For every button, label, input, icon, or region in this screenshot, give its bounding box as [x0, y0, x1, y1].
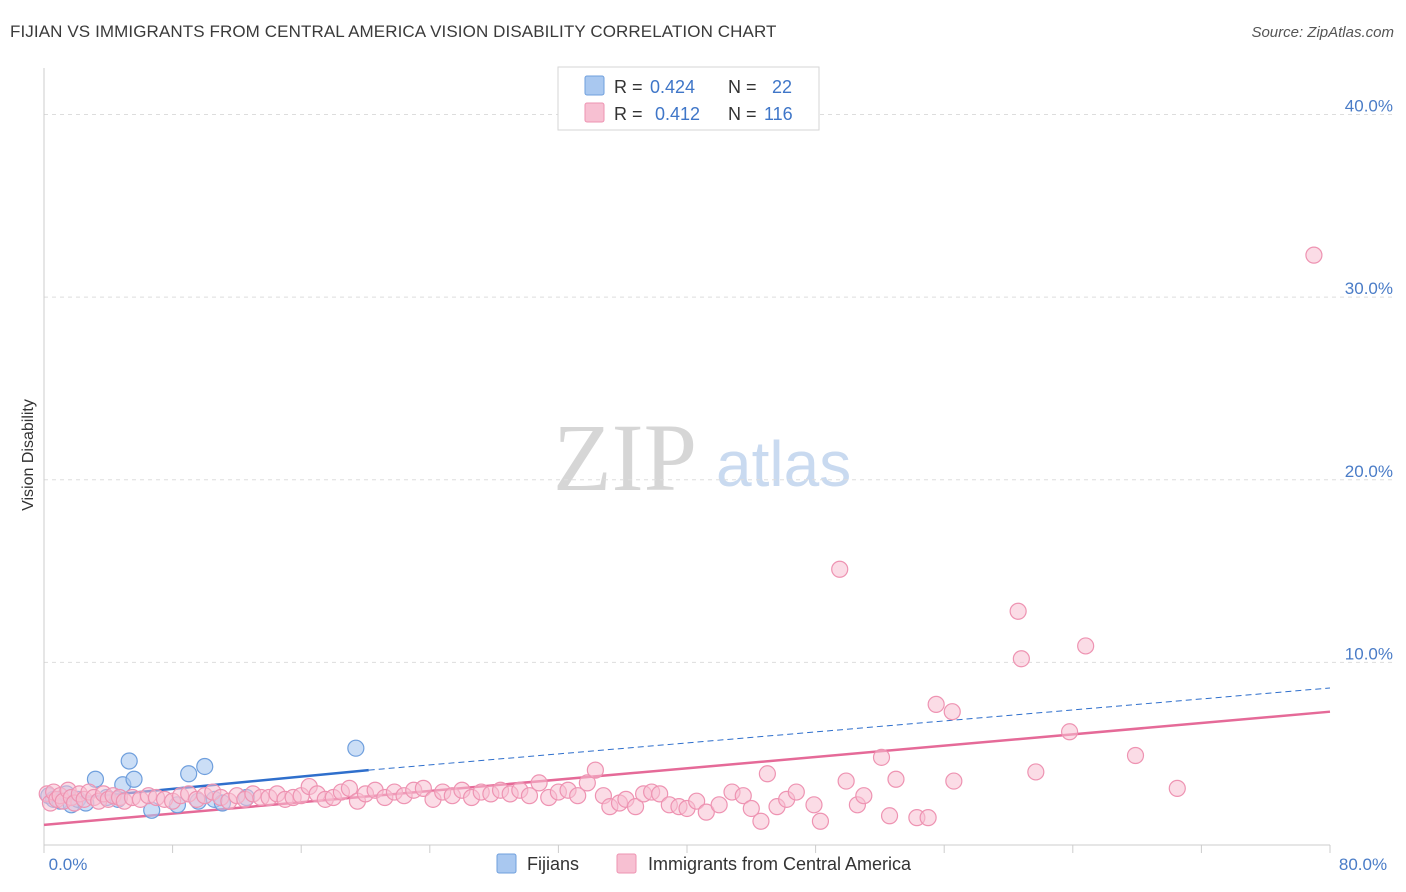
data-point-immigrants[interactable]: [1168, 779, 1186, 797]
stats-r-label-immigrants: R =: [614, 104, 643, 124]
y-tick-label-40: 40.0%: [1345, 97, 1393, 116]
x-tick-label-min: 0.0%: [49, 855, 88, 874]
legend-label-immigrants: Immigrants from Central America: [648, 854, 912, 874]
data-point-immigrants[interactable]: [927, 695, 945, 713]
data-point-fijians[interactable]: [196, 757, 214, 776]
stats-r-label-fijians: R =: [614, 77, 643, 97]
data-point-immigrants[interactable]: [626, 798, 645, 816]
data-point-fijians[interactable]: [180, 765, 198, 783]
data-point-immigrants[interactable]: [752, 812, 770, 830]
data-point-immigrants[interactable]: [837, 772, 855, 790]
data-point-immigrants[interactable]: [787, 783, 805, 801]
data-point-fijians[interactable]: [125, 770, 143, 788]
legend: Fijians Immigrants from Central America: [496, 853, 912, 874]
data-point-immigrants[interactable]: [697, 803, 715, 821]
data-point-immigrants[interactable]: [1012, 650, 1030, 668]
data-point-immigrants[interactable]: [919, 809, 937, 827]
trendline-fijians-extension: [368, 687, 1331, 771]
trendline-immigrants: [43, 710, 1331, 827]
data-point-immigrants[interactable]: [1305, 246, 1323, 264]
data-point-immigrants[interactable]: [710, 796, 728, 814]
stats-r-value-immigrants: 0.412: [655, 104, 700, 124]
y-tick-label-10: 10.0%: [1345, 644, 1393, 663]
watermark-zip: ZIP: [553, 404, 697, 511]
data-point-immigrants[interactable]: [945, 772, 963, 790]
data-point-immigrants[interactable]: [734, 787, 752, 805]
data-point-immigrants[interactable]: [530, 774, 548, 792]
stats-n-label-fijians: N =: [728, 77, 757, 97]
data-point-immigrants[interactable]: [1126, 746, 1145, 765]
legend-swatch-fijians: [496, 853, 517, 874]
data-point-immigrants[interactable]: [872, 748, 891, 766]
watermark-atlas: atlas: [716, 428, 851, 500]
data-point-immigrants[interactable]: [651, 785, 669, 803]
data-point-immigrants[interactable]: [414, 779, 432, 797]
data-point-fijians[interactable]: [347, 739, 365, 757]
data-point-immigrants[interactable]: [805, 796, 823, 814]
data-point-immigrants[interactable]: [1009, 602, 1027, 620]
stats-swatch-immigrants: [584, 102, 605, 123]
data-point-immigrants[interactable]: [811, 812, 830, 830]
data-point-immigrants[interactable]: [578, 774, 596, 792]
source-label: Source: ZipAtlas.com: [1251, 24, 1394, 41]
stats-box: R = 0.424 N = 22 R = 0.412 N = 116: [557, 66, 820, 131]
data-point-immigrants[interactable]: [943, 703, 961, 721]
data-point-immigrants[interactable]: [1077, 637, 1095, 655]
legend-item-immigrants[interactable]: Immigrants from Central America: [616, 853, 912, 874]
y-axis-label: Vision Disability: [20, 399, 37, 511]
data-point-immigrants[interactable]: [688, 792, 706, 810]
data-point-immigrants[interactable]: [887, 770, 905, 788]
data-point-immigrants[interactable]: [831, 560, 849, 578]
data-point-immigrants[interactable]: [586, 761, 604, 779]
stats-n-label-immigrants: N =: [728, 104, 757, 124]
chart-title: FIJIAN VS IMMIGRANTS FROM CENTRAL AMERIC…: [10, 22, 777, 41]
data-point-immigrants[interactable]: [742, 799, 760, 818]
data-point-immigrants[interactable]: [1027, 763, 1045, 781]
legend-label-fijians: Fijians: [527, 854, 579, 874]
data-point-fijians[interactable]: [120, 752, 138, 770]
data-point-immigrants[interactable]: [855, 787, 873, 805]
legend-item-fijians[interactable]: Fijians: [496, 853, 579, 874]
data-point-immigrants[interactable]: [520, 787, 539, 805]
data-point-immigrants[interactable]: [340, 779, 359, 797]
stats-r-value-fijians: 0.424: [650, 77, 695, 97]
stats-n-value-immigrants: 116: [764, 104, 793, 124]
y-tick-label-20: 20.0%: [1345, 462, 1393, 481]
stats-n-value-fijians: 22: [772, 77, 792, 97]
x-tick-label-max: 80.0%: [1339, 855, 1387, 874]
data-point-immigrants[interactable]: [758, 765, 776, 783]
data-point-immigrants[interactable]: [1060, 723, 1079, 741]
y-tick-label-30: 30.0%: [1345, 279, 1393, 298]
stats-swatch-fijians: [584, 75, 605, 96]
legend-swatch-immigrants: [616, 853, 637, 874]
data-point-immigrants[interactable]: [569, 787, 587, 805]
data-point-immigrants[interactable]: [880, 807, 899, 825]
